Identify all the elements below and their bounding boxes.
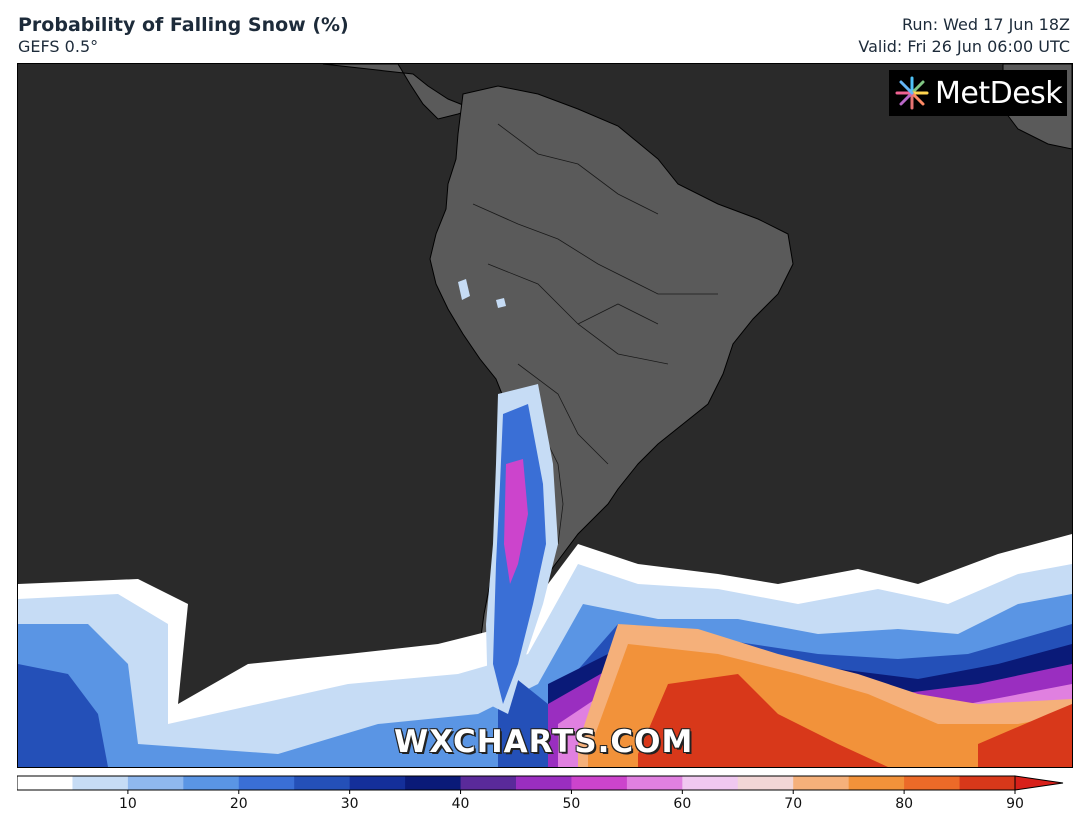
watermark: WXCHARTS.COM <box>394 724 694 760</box>
colorbar-swatch <box>571 776 628 790</box>
colorbar-swatch <box>848 776 905 790</box>
colorbar-tick-label: 10 <box>119 796 137 812</box>
header-left: Probability of Falling Snow (%) GEFS 0.5… <box>18 14 349 58</box>
colorbar-tick-label: 60 <box>673 796 691 812</box>
colorbar-swatch <box>460 776 517 790</box>
colorbar-tick-label: 20 <box>230 796 248 812</box>
colorbar-swatch <box>959 776 1016 790</box>
colorbar-tick-label: 70 <box>784 796 802 812</box>
logo-text: MetDesk <box>935 75 1063 111</box>
colorbar-swatch <box>682 776 739 790</box>
colorbar-tick-label: 50 <box>563 796 581 812</box>
colorbar-overflow-arrow <box>1014 775 1064 791</box>
colorbar-swatch <box>294 776 351 790</box>
colorbar-swatch <box>349 776 406 790</box>
valid-time: Valid: Fri 26 Jun 06:00 UTC <box>858 37 1070 56</box>
colorbar-swatch <box>626 776 683 790</box>
colorbar-swatch <box>405 776 462 790</box>
colorbar-swatch <box>904 776 961 790</box>
colorbar-swatch <box>183 776 240 790</box>
metdesk-burst-icon <box>895 76 929 110</box>
colorbar-tick-label: 30 <box>341 796 359 812</box>
model-label: GEFS 0.5° <box>18 37 99 56</box>
colorbar-swatches <box>17 775 1064 791</box>
map-panel[interactable] <box>17 63 1073 768</box>
colorbar-tick-label: 80 <box>895 796 913 812</box>
colorbar-ticks: 10 20 30 40 50 60 70 80 90 <box>119 790 1024 812</box>
snow-probability-field <box>18 279 1072 767</box>
colorbar-swatch <box>516 776 572 790</box>
colorbar-swatch <box>17 776 73 790</box>
colorbar-swatch <box>793 776 850 790</box>
colorbar-swatch <box>737 776 794 790</box>
colorbar-swatch <box>127 776 184 790</box>
colorbar-swatch <box>72 776 129 790</box>
central-america-land <box>322 64 475 120</box>
colorbar-tick-label: 40 <box>452 796 470 812</box>
run-time: Run: Wed 17 Jun 18Z <box>902 15 1070 34</box>
colorbar-outline <box>17 775 1016 791</box>
colorbar: 10 20 30 40 50 60 70 80 90 <box>17 775 1064 812</box>
header-right: Run: Wed 17 Jun 18Z Valid: Fri 26 Jun 06… <box>858 14 1070 58</box>
colorbar-swatch <box>238 776 295 790</box>
metdesk-logo: MetDesk <box>889 70 1067 116</box>
map-svg <box>18 64 1072 767</box>
colorbar-tick-label: 90 <box>1006 796 1024 812</box>
chart-title: Probability of Falling Snow (%) <box>18 14 349 36</box>
